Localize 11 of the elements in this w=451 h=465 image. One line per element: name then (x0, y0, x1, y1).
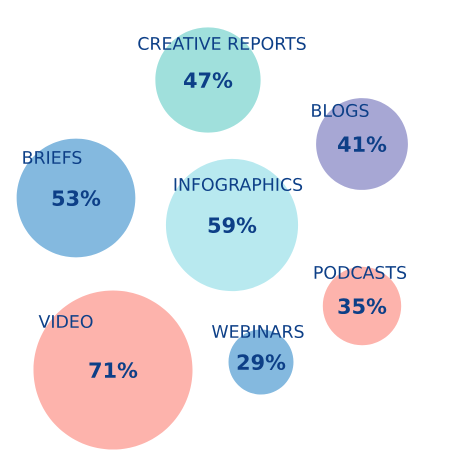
category-label: PODCASTS (314, 266, 406, 280)
data-label: 53% (52, 190, 100, 206)
data-label: 47% (184, 72, 232, 88)
category-label: WEBINARS (212, 324, 304, 338)
category-label: INFOGRAPHICS (174, 178, 302, 192)
data-label: 35% (338, 298, 386, 314)
data-label: 29% (238, 354, 286, 370)
category-label: VIDEO (38, 314, 93, 328)
data-label: 59% (208, 217, 256, 234)
data-label: 41% (338, 136, 386, 152)
data-label: 71% (89, 362, 138, 378)
